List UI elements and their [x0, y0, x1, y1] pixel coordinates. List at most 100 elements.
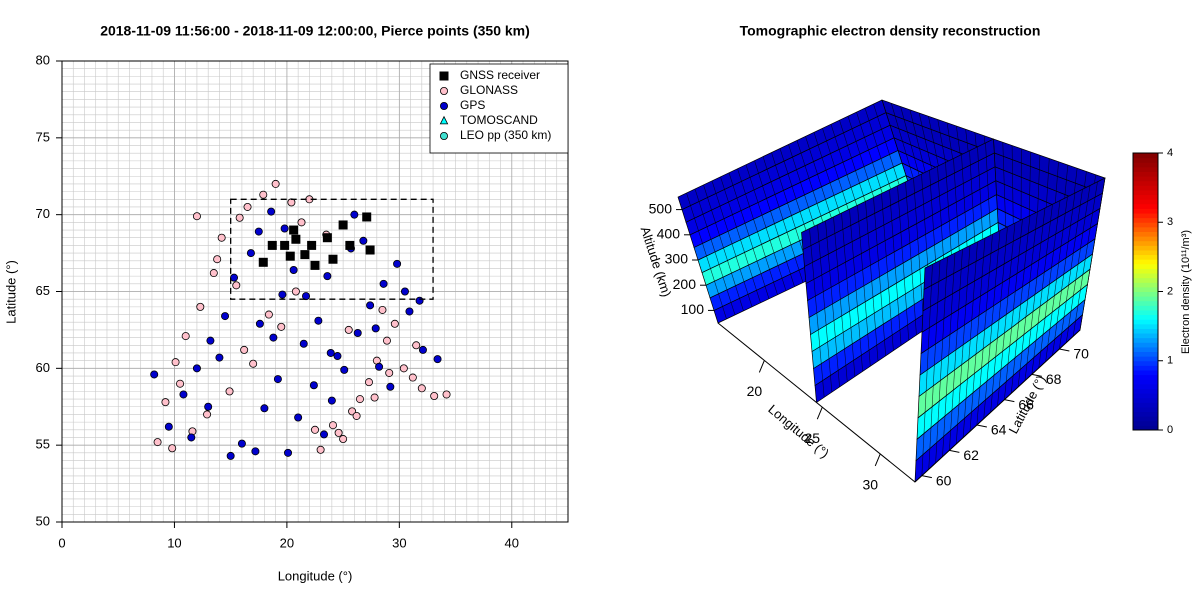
legend-marker [439, 131, 448, 140]
colorbar-cell [1133, 360, 1158, 366]
point [299, 339, 308, 348]
y-tick-label: 62 [963, 447, 979, 463]
x-tick-label: 0 [58, 535, 65, 550]
y-tick-label: 68 [1046, 371, 1062, 387]
point [352, 411, 361, 420]
colorbar-cell [1133, 300, 1158, 306]
colorbar-cell [1133, 249, 1158, 256]
colorbar-cell [1133, 425, 1158, 431]
y-tick-label: 75 [36, 129, 50, 144]
point [382, 336, 391, 345]
point [405, 307, 414, 316]
point [176, 379, 185, 388]
point [334, 428, 343, 437]
legend-label: LEO pp (350 km) [460, 128, 551, 142]
colorbar-cell [1133, 305, 1158, 311]
cell-edge [873, 197, 886, 356]
point [289, 265, 298, 274]
point [300, 250, 310, 260]
cell-edge [881, 193, 894, 351]
cell-edge [913, 177, 925, 330]
colorbar-cell [1133, 309, 1158, 316]
z-tick-label: 200 [673, 276, 697, 292]
point [319, 430, 328, 439]
colorbar-cell [1133, 171, 1158, 177]
point [187, 433, 196, 442]
colorbar-cell [1133, 351, 1158, 357]
cell-edge [849, 209, 863, 372]
colorbar-cell [1133, 240, 1158, 246]
point [258, 257, 268, 267]
cell-edge [921, 264, 933, 476]
cell-edge [745, 164, 787, 291]
colorbar-cell [1133, 314, 1158, 320]
cell-edge [990, 226, 1008, 413]
colorbar-cell [1133, 176, 1158, 182]
colorbar-cell [1133, 277, 1158, 283]
y-tick-label: 64 [991, 422, 1007, 438]
colorbar-tick-label: 0 [1167, 424, 1173, 436]
point [328, 254, 338, 264]
point [322, 233, 332, 243]
cell-edge [703, 184, 744, 311]
colorbar-tick-label: 1 [1167, 355, 1173, 367]
point [213, 255, 222, 264]
point [284, 448, 293, 457]
colorbar-cell [1133, 208, 1158, 214]
cell-edge [686, 192, 727, 320]
cell-edge [928, 260, 941, 470]
point [249, 359, 258, 368]
colorbar-tick-label: 2 [1167, 285, 1173, 297]
cell-edge [762, 156, 804, 283]
colorbar-cell [1133, 333, 1158, 339]
y-tick-label: 70 [1073, 346, 1089, 362]
y-tick [949, 449, 960, 453]
cell-edge [969, 237, 986, 432]
y-tick [1059, 348, 1070, 352]
point [339, 435, 348, 444]
colorbar-cell [1133, 245, 1158, 251]
cell-edge [942, 252, 956, 457]
colorbar-cell [1133, 365, 1158, 371]
cell-edge [865, 201, 879, 362]
cell-edge [825, 220, 840, 387]
point [418, 345, 427, 354]
point [340, 365, 349, 374]
colorbar-label: Electron density (10¹¹/m³) [1180, 230, 1192, 354]
colorbar-cell [1133, 189, 1158, 196]
legend-marker [439, 87, 448, 96]
y-tick-label: 66 [1018, 396, 1034, 412]
point [150, 370, 159, 379]
point [225, 387, 234, 396]
cell-edge [955, 245, 971, 445]
cell-edge [935, 256, 948, 464]
chart-title: Tomographic electron density reconstruct… [740, 23, 1041, 39]
colorbar-cell [1133, 259, 1158, 265]
y-tick-label: 65 [36, 283, 50, 298]
colorbar-cell [1133, 319, 1158, 325]
point [345, 240, 355, 250]
y-tick [976, 424, 987, 428]
point [259, 190, 268, 199]
point [307, 240, 317, 250]
point [415, 296, 424, 305]
point [442, 390, 451, 399]
cell-edge [817, 224, 833, 393]
point [221, 312, 230, 321]
colorbar-cell [1133, 296, 1158, 302]
point [273, 375, 282, 384]
cell-edge [841, 212, 856, 377]
cell-edge [997, 222, 1016, 407]
cell-edge [1045, 196, 1068, 362]
colorbar-cell [1133, 203, 1158, 209]
colorbar-cell [1133, 194, 1158, 200]
point [206, 336, 215, 345]
point [344, 325, 353, 334]
colorbar-cell [1133, 268, 1158, 274]
x-tick-label: 30 [392, 535, 406, 550]
point [302, 292, 311, 301]
point [370, 393, 379, 402]
point [254, 227, 263, 236]
z-tick-label: 100 [681, 301, 705, 317]
cell-edge [1004, 219, 1023, 400]
